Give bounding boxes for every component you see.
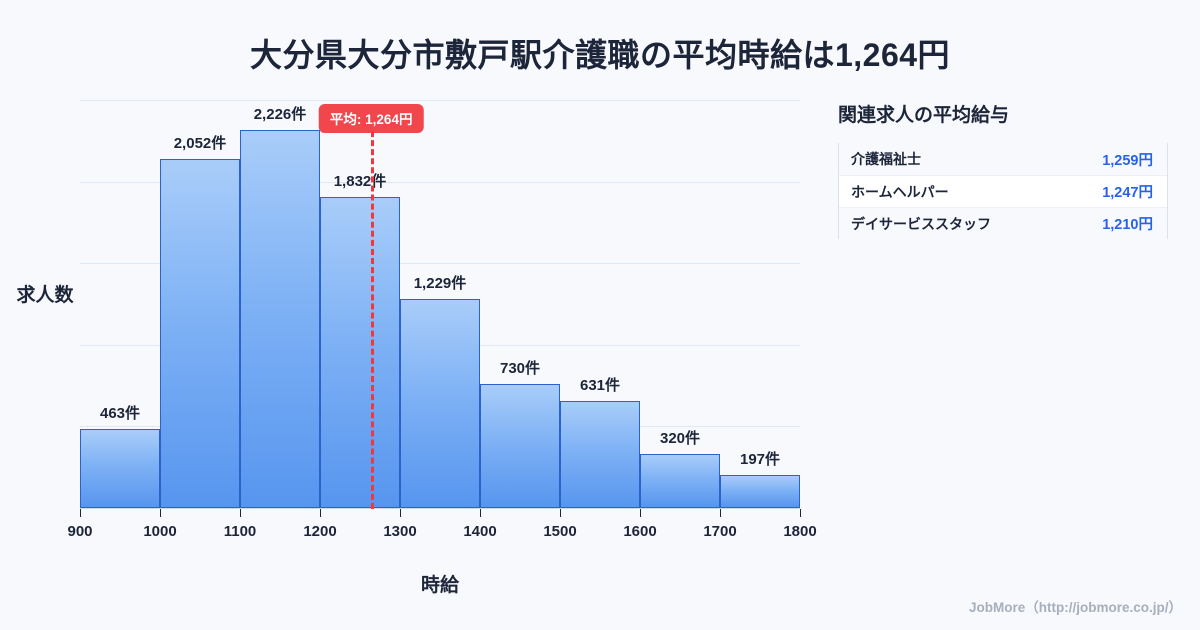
related-job-name: 介護福祉士 xyxy=(851,151,921,167)
gridline xyxy=(80,100,800,101)
bar[interactable] xyxy=(720,474,800,508)
x-axis-tick-label: 1600 xyxy=(623,523,657,540)
bar[interactable] xyxy=(240,129,320,508)
x-axis-tick xyxy=(400,509,401,517)
x-axis-tick-label: 900 xyxy=(67,523,93,540)
page-title: 大分県大分市敷戸駅介護職の平均時給は1,264円 xyxy=(249,37,951,73)
related-job-row[interactable]: デイサービススタッフ 1,210円 xyxy=(839,207,1167,239)
bar-value-label: 463件 xyxy=(99,405,141,423)
bar-value-label: 631件 xyxy=(579,376,621,394)
related-jobs-panel: 関連求人の平均給与 介護福祉士 1,259円ホームヘルパー 1,247円デイサービス… xyxy=(838,100,1168,239)
bar[interactable] xyxy=(640,453,720,508)
bar[interactable] xyxy=(160,159,240,508)
x-axis-tick-label: 1700 xyxy=(703,523,737,540)
x-axis-tick xyxy=(560,509,561,517)
x-axis-title: 時給 xyxy=(420,575,459,596)
x-axis-tick-label: 1300 xyxy=(383,523,417,540)
bars-layer: 463件 2,052件 2,226件 1,832件 1,229件 730件 631件 320件… xyxy=(80,98,800,508)
bar[interactable] xyxy=(80,429,160,508)
y-axis-title: 求人数 xyxy=(16,285,74,306)
x-axis-tick xyxy=(480,509,481,517)
bar[interactable] xyxy=(480,383,560,508)
bar-value-label: 2,052件 xyxy=(173,135,227,153)
related-job-row[interactable]: ホームヘルパー 1,247円 xyxy=(839,175,1167,207)
bar[interactable] xyxy=(320,196,400,508)
related-job-salary: 1,247円 xyxy=(1102,185,1153,201)
x-axis-tick-label: 1800 xyxy=(783,523,817,540)
related-jobs-table: 介護福祉士 1,259円ホームヘルパー 1,247円デイサービススタッフ 1,210円 xyxy=(838,143,1168,239)
x-axis-tick xyxy=(80,509,81,517)
bar-value-label: 320件 xyxy=(659,429,701,447)
x-axis-tick xyxy=(240,509,241,517)
gridline xyxy=(80,263,800,265)
chart-plot-area: 463件 2,052件 2,226件 1,832件 1,229件 730件 631件 320件… xyxy=(16,98,817,596)
bar[interactable] xyxy=(560,400,640,508)
average-line xyxy=(371,131,375,509)
x-axis-tick xyxy=(800,509,801,517)
x-axis-tick-label: 1200 xyxy=(303,523,337,540)
x-axis-tick xyxy=(640,509,641,517)
bar[interactable] xyxy=(400,299,480,508)
bar-value-label: 1,832件 xyxy=(333,172,387,190)
bar-value-label: 197件 xyxy=(739,450,781,468)
x-axis-tick xyxy=(720,509,721,517)
related-job-salary: 1,210円 xyxy=(1102,217,1153,233)
x-axis-tick-label: 1400 xyxy=(463,523,497,540)
related-job-name: ホームヘルパー xyxy=(851,183,949,200)
bar-value-label: 730件 xyxy=(499,359,541,377)
gridline xyxy=(80,181,800,183)
axis-baseline xyxy=(80,508,800,509)
x-axis-tick-label: 1100 xyxy=(223,523,257,540)
average-badge: 平均: 1,264円 xyxy=(318,104,424,133)
related-job-salary: 1,259円 xyxy=(1102,152,1153,169)
x-axis-tick-label: 1500 xyxy=(543,523,577,540)
bar-value-label: 2,226件 xyxy=(253,105,307,123)
x-axis-tick-label: 1000 xyxy=(143,523,177,540)
related-jobs-title: 関連求人の平均給与 xyxy=(838,105,1010,126)
x-axis-tick xyxy=(320,509,321,517)
related-job-name: デイサービススタッフ xyxy=(851,215,991,232)
related-job-row[interactable]: 介護福祉士 1,259円 xyxy=(839,143,1167,175)
footer-credit: JobMore（http://jobmore.co.jp/） xyxy=(969,600,1182,615)
bar-value-label: 1,229件 xyxy=(413,275,467,293)
x-axis-tick xyxy=(160,509,161,517)
